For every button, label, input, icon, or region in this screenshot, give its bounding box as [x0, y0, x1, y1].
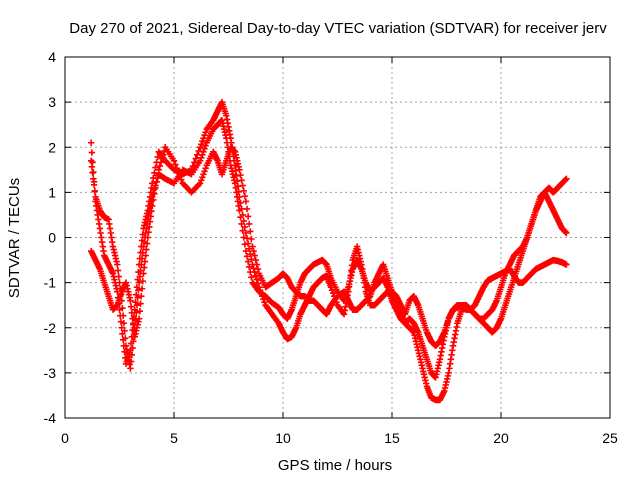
y-tick-label: 0	[48, 230, 56, 246]
data-point	[239, 182, 245, 188]
x-axis-label: GPS time / hours	[278, 457, 392, 474]
series-track-a	[88, 99, 570, 403]
data-point	[89, 149, 95, 155]
chart-title: Day 270 of 2021, Sidereal Day-to-day VTE…	[69, 20, 607, 37]
data-point	[89, 170, 95, 176]
data-point	[254, 261, 260, 267]
data-point	[253, 257, 259, 263]
data-point	[242, 193, 248, 199]
y-tick-label: -4	[44, 410, 57, 426]
data-point	[245, 213, 251, 219]
y-tick-label: 2	[48, 139, 56, 155]
data-point	[244, 206, 250, 212]
x-tick-label: 15	[384, 430, 400, 446]
y-tick-label: 3	[48, 94, 56, 110]
y-tick-label: 1	[48, 184, 56, 200]
data-point	[92, 188, 98, 194]
x-axis-ticks: 0 5 10 15 20 25	[61, 57, 618, 446]
y-axis-label: SDTVAR / TECUs	[6, 178, 23, 298]
data-point	[241, 188, 247, 194]
data-point	[248, 236, 254, 242]
y-tick-label: -1	[44, 275, 57, 291]
y-tick-label: -3	[44, 365, 57, 381]
data-point	[238, 177, 244, 183]
sdtvar-chart: Day 270 of 2021, Sidereal Day-to-day VTE…	[0, 0, 640, 480]
x-tick-label: 10	[275, 430, 291, 446]
data-point	[242, 241, 248, 247]
data-point	[237, 172, 243, 178]
x-tick-label: 0	[61, 430, 69, 446]
y-tick-label: -2	[44, 320, 57, 336]
data-point	[243, 198, 249, 204]
data-point	[247, 269, 253, 275]
data-points	[88, 99, 570, 403]
data-point	[127, 365, 133, 371]
x-tick-label: 25	[602, 430, 618, 446]
x-tick-label: 20	[493, 430, 509, 446]
data-point	[88, 140, 94, 146]
x-tick-label: 5	[170, 430, 178, 446]
y-tick-label: 4	[48, 49, 56, 65]
